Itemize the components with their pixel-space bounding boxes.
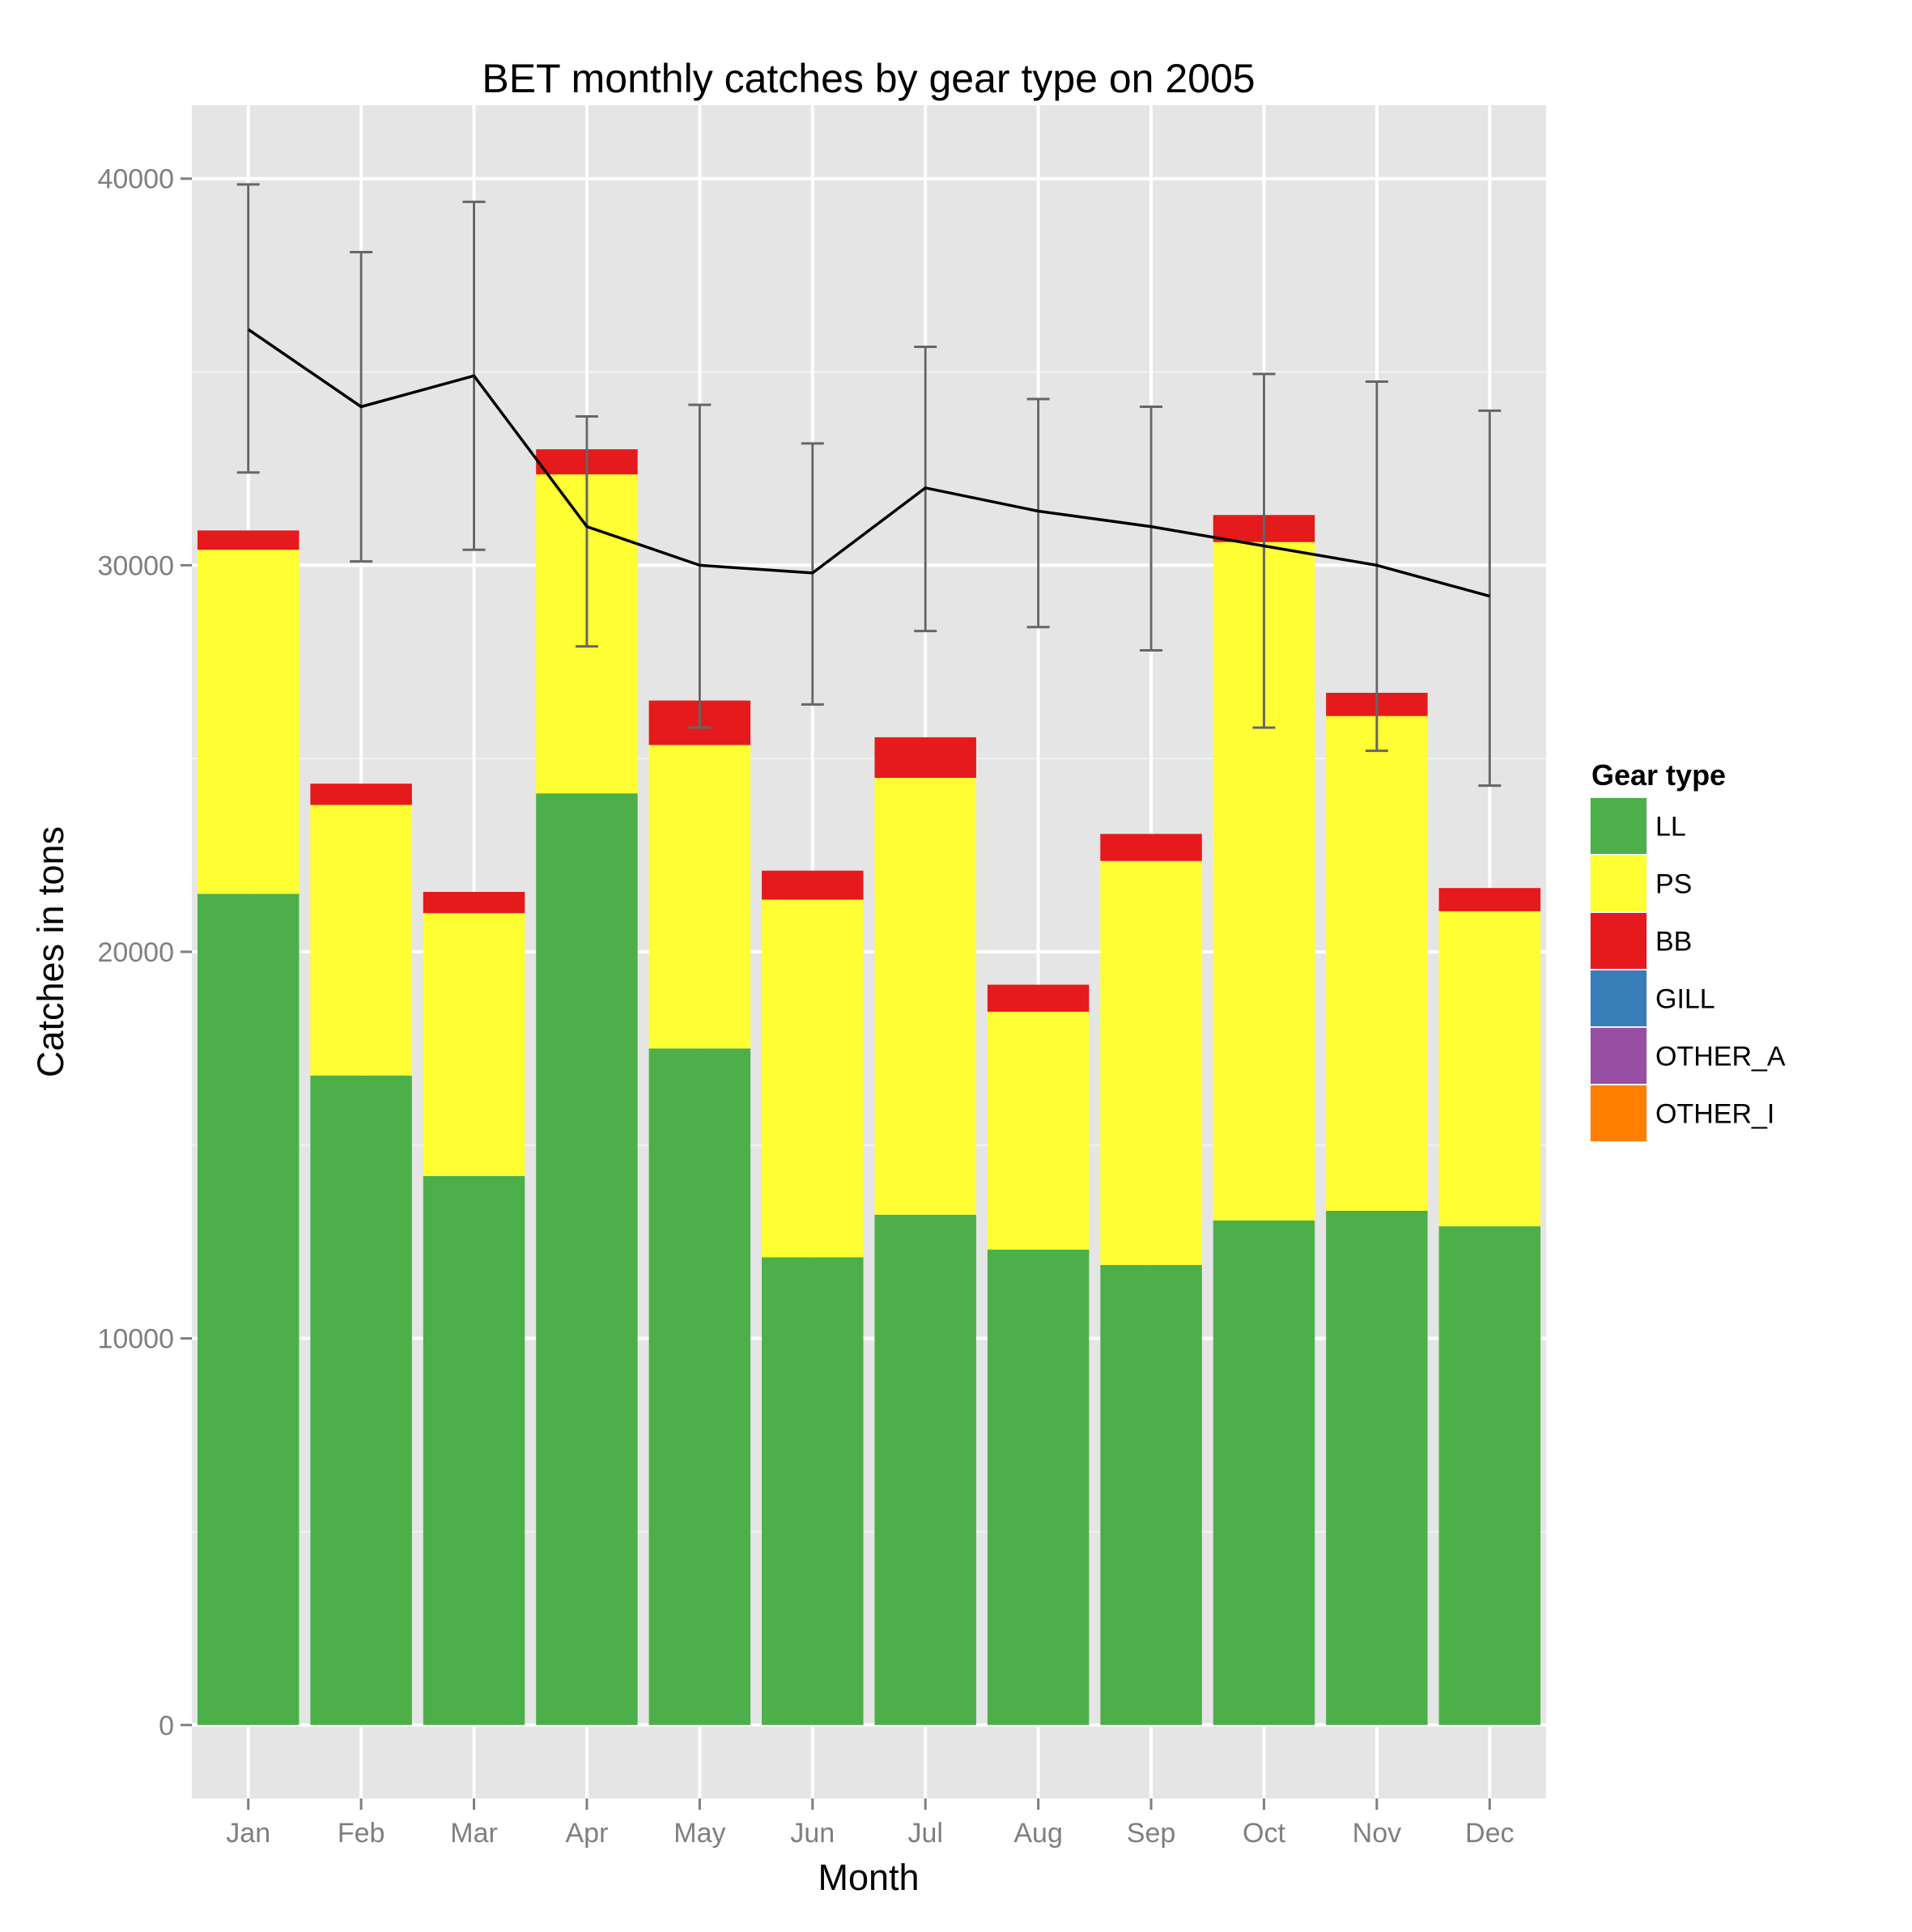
legend-key-ll [1591, 798, 1646, 854]
bar-bb-mar [423, 891, 525, 914]
bar-bb-jan [197, 530, 300, 550]
bar-ps-may [648, 745, 751, 1049]
bar-ll-jun [762, 1257, 864, 1726]
bar-ll-aug [987, 1249, 1090, 1726]
mean-line-path [247, 328, 1490, 598]
bar-bb-jun [762, 870, 864, 900]
bar-ps-mar [423, 913, 525, 1177]
legend-key-ps [1591, 856, 1646, 911]
bar-ps-dec [1438, 911, 1541, 1227]
bar-ll-nov [1326, 1211, 1428, 1726]
x-tick-label: Oct [1243, 1818, 1285, 1849]
legend-label-ll: LL [1655, 812, 1686, 843]
x-tick-label: Jan [226, 1818, 270, 1849]
error-bar-apr [575, 414, 598, 648]
x-tick-label: Jul [907, 1818, 942, 1849]
x-tick-label: Feb [338, 1818, 385, 1849]
legend: Gear type LL PS BB GILL OTHER_A OTHER_I [1590, 758, 1786, 1142]
x-tick-label: Dec [1465, 1818, 1514, 1849]
error-bar-aug [1026, 397, 1050, 629]
legend-key-other_i [1591, 1085, 1646, 1141]
x-tick-label: Sep [1127, 1818, 1176, 1849]
y-tick-label: 20000 [97, 937, 174, 968]
bar-ll-mar [423, 1176, 525, 1726]
legend-label-other_i: OTHER_I [1655, 1099, 1774, 1130]
x-tick-label: Mar [450, 1818, 498, 1849]
error-bar-jan [236, 183, 260, 474]
x-tick-label: Aug [1013, 1818, 1063, 1849]
x-axis: Jan Feb Mar Apr May Jun Jul Aug Sep Oct Nov Dec [226, 1798, 1515, 1849]
bar-bb-sep [1100, 834, 1202, 861]
bar-ps-sep [1100, 860, 1202, 1265]
bar-ps-feb [310, 805, 412, 1076]
y-tick-label: 0 [159, 1710, 174, 1741]
legend-label-other_a: OTHER_A [1655, 1042, 1786, 1072]
legend-key-bb [1591, 913, 1646, 969]
bar-ll-jan [197, 894, 300, 1726]
x-axis-title: Month [818, 1857, 919, 1898]
bar-ll-oct [1213, 1220, 1315, 1726]
y-tick-label: 30000 [97, 550, 174, 581]
bar-ll-apr [536, 793, 638, 1726]
x-tick-label: Nov [1353, 1818, 1401, 1849]
bar-ps-jan [197, 550, 300, 894]
bar-ps-jul [874, 778, 976, 1215]
legend-label-gill: GILL [1655, 984, 1715, 1015]
y-axis: 0 10000 20000 30000 40000 [97, 164, 192, 1741]
bar-ll-may [648, 1048, 751, 1726]
error-bar-oct [1252, 372, 1276, 729]
error-bar-dec [1478, 409, 1502, 788]
legend-title: Gear type [1591, 758, 1726, 792]
x-tick-label: Jun [790, 1818, 835, 1849]
bar-ps-aug [987, 1012, 1090, 1250]
legend-key-other_a [1591, 1028, 1646, 1084]
y-tick-label: 40000 [97, 164, 174, 195]
x-tick-label: May [673, 1818, 725, 1849]
bar-ps-jun [762, 899, 864, 1258]
legend-key-gill [1591, 970, 1646, 1026]
bar-ll-feb [310, 1075, 412, 1726]
bars [197, 449, 1541, 1726]
legend-label-ps: PS [1655, 869, 1692, 900]
mean-line [247, 328, 1490, 598]
bar-ll-dec [1438, 1226, 1541, 1726]
minor-gridlines [192, 371, 1546, 1533]
bar-bb-dec [1438, 888, 1541, 911]
bar-bb-feb [310, 783, 412, 805]
legend-label-bb: BB [1655, 927, 1692, 958]
bar-ps-nov [1326, 715, 1428, 1212]
y-tick-label: 10000 [97, 1324, 174, 1355]
x-tick-label: Apr [565, 1818, 608, 1849]
chart-title: BET monthly catches by gear type on 2005 [482, 56, 1255, 101]
bar-ll-sep [1100, 1264, 1202, 1726]
bar-ll-jul [874, 1214, 976, 1726]
y-axis-title: Catches in tons [30, 826, 71, 1077]
bar-bb-aug [987, 984, 1090, 1013]
bar-bb-jul [874, 737, 976, 779]
error-bar-sep [1140, 406, 1163, 652]
error-bars [236, 183, 1502, 788]
